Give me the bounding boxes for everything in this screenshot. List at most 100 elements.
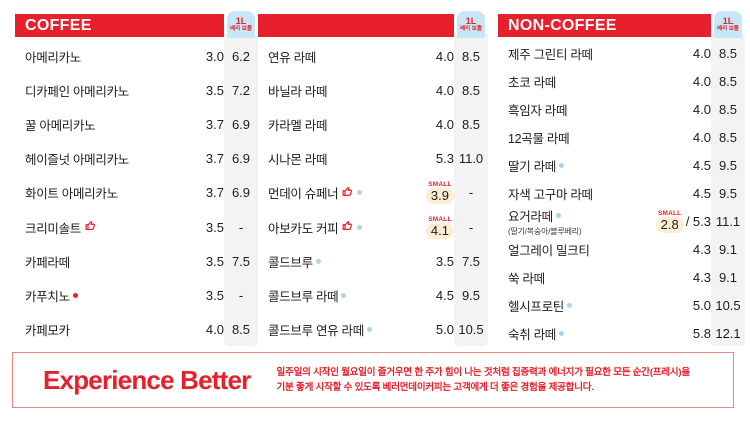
regular-price: 5.0 bbox=[692, 297, 711, 313]
menu-item-row: 딸기 라떼 4.5 9.5 bbox=[498, 151, 745, 179]
bottle-badge: 1L 베리 보틀 bbox=[227, 11, 255, 38]
menu-item-price: 5.3 bbox=[404, 151, 454, 166]
menu-item-price: 4.0 bbox=[661, 130, 711, 145]
blue-dot-icon bbox=[357, 224, 363, 230]
menu-item-name: 디카페인 아메리카노 bbox=[25, 84, 129, 99]
regular-price: 3.0 bbox=[205, 48, 224, 64]
menu-item-name: 헬시프로틴 bbox=[508, 299, 565, 314]
menu-item-name-block: 초코 라떼 bbox=[498, 72, 661, 91]
blue-dot-icon bbox=[341, 292, 347, 298]
regular-price: 3.7 bbox=[205, 151, 224, 167]
regular-price: 3.5 bbox=[205, 219, 224, 235]
bottle-price: 8.5 bbox=[231, 322, 251, 338]
bottle-price: - bbox=[238, 219, 244, 235]
regular-price: 4.0 bbox=[692, 129, 711, 145]
menu-item-price: 3.7 bbox=[174, 185, 224, 200]
menu-item-name-block: 연유 라떼 bbox=[258, 47, 404, 66]
menu-item-row: 카페모카 4.0 8.5 bbox=[15, 313, 258, 347]
regular-price: 4.0 bbox=[692, 73, 711, 89]
menu-item-row: 콜드브루 연유 라떼 5.0 10.5 bbox=[258, 313, 488, 347]
menu-item-name: 시나몬 라떼 bbox=[268, 153, 328, 168]
menu-item-name: 헤이즐넛 아메리카노 bbox=[25, 153, 129, 168]
menu-item-name: 콜드브루 연유 라떼 bbox=[268, 324, 364, 339]
bottle-badge-label: 베리 보틀 bbox=[230, 26, 252, 32]
menu-item-name: 딸기 라떼 bbox=[508, 159, 556, 174]
small-price-pill: 4.1 bbox=[425, 222, 454, 239]
menu-item-price: 4.0 bbox=[174, 322, 224, 337]
menu-item-price: 3.5 bbox=[174, 254, 224, 269]
bottle-price: 9.5 bbox=[461, 287, 481, 303]
menu-item-row: 바닐라 라떼 4.0 8.5 bbox=[258, 73, 488, 107]
bottle-badge-label: 베리 보틀 bbox=[460, 26, 482, 32]
regular-price: 3.5 bbox=[205, 253, 224, 269]
bottle-price: 11.0 bbox=[458, 151, 484, 167]
small-size-price: SMALL 2.8 bbox=[655, 210, 684, 233]
menu-item-name: 얼그레이 밀크티 bbox=[508, 243, 590, 258]
menu-item-name: 쑥 라떼 bbox=[508, 271, 545, 286]
blue-dot-icon bbox=[315, 258, 321, 264]
regular-price: 3.5 bbox=[205, 82, 224, 98]
blue-dot-icon bbox=[357, 190, 363, 196]
menu-item-name: 요거라떼 bbox=[508, 209, 553, 224]
menu-item-row: 꿀 아메리카노 3.7 6.9 bbox=[15, 107, 258, 141]
bottle-price: 9.1 bbox=[718, 241, 738, 257]
bottle-price: 6.9 bbox=[231, 116, 251, 132]
regular-price: 4.3 bbox=[692, 269, 711, 285]
menu-item-price: 4.5 bbox=[404, 288, 454, 303]
menu-item-price: SMALL 4.1 bbox=[404, 216, 454, 239]
menu-item-row: 초코 라떼 4.0 8.5 bbox=[498, 67, 745, 95]
regular-price: 3.7 bbox=[205, 116, 224, 132]
bottle-price: 8.5 bbox=[718, 101, 738, 117]
bottle-price: 6.9 bbox=[231, 185, 251, 201]
bottle-price-strip bbox=[454, 34, 488, 346]
menu-item-name-block: 시나몬 라떼 bbox=[258, 149, 404, 168]
small-price-pill: 3.9 bbox=[425, 188, 454, 205]
menu-item-row: 카페라떼 3.5 7.5 bbox=[15, 244, 258, 278]
small-size-label: SMALL bbox=[428, 215, 452, 223]
coffee-section-header: COFFEE bbox=[15, 14, 224, 37]
menu-item-row: 12곡물 라떼 4.0 8.5 bbox=[498, 123, 745, 151]
menu-item-name-block: 카페라떼 bbox=[15, 252, 174, 271]
non-coffee-section-header: NON-COFFEE bbox=[498, 14, 711, 37]
menu-item-row: 크리미솔트 3.5- bbox=[15, 210, 258, 244]
footer-description: 일주일의 시작인 월요일이 즐거우면 한 주가 힘이 나는 것처럼 집중력과 에… bbox=[277, 365, 691, 395]
menu-item-name-block: 카푸치노 bbox=[15, 286, 174, 305]
bottle-price: 10.5 bbox=[715, 297, 741, 313]
menu-item-name: 카푸치노 bbox=[25, 289, 70, 304]
menu-item-row: 연유 라떼 4.0 8.5 bbox=[258, 39, 488, 73]
thumbs-up-icon bbox=[85, 218, 97, 236]
menu-item-name: 숙취 라떼 bbox=[508, 327, 556, 342]
blue-dot-icon bbox=[558, 330, 564, 336]
regular-price: 4.0 bbox=[435, 116, 454, 132]
coffee-section-header-2 bbox=[258, 14, 454, 37]
menu-item-name-block: 디카페인 아메리카노 bbox=[15, 81, 174, 100]
menu-item-name-block: 먼데이 슈페너 bbox=[258, 183, 404, 202]
menu-item-name-block: 콜드브루 연유 라떼 bbox=[258, 320, 404, 339]
menu-item-row: 헬시프로틴 5.0 10.5 bbox=[498, 291, 745, 319]
menu-item-row: 디카페인 아메리카노 3.5 7.2 bbox=[15, 73, 258, 107]
regular-price: 4.0 bbox=[692, 45, 711, 61]
regular-price: 4.5 bbox=[435, 287, 454, 303]
menu-item-row: 콜드브루 3.5 7.5 bbox=[258, 244, 488, 278]
section-title: COFFEE bbox=[25, 17, 92, 34]
menu-item-row: 제주 그린티 라떼 4.0 8.5 bbox=[498, 39, 745, 67]
menu-item-name-block: 아보카도 커피 bbox=[258, 218, 404, 237]
bottle-price: 9.5 bbox=[718, 185, 738, 201]
menu-item-price: 3.5 bbox=[174, 288, 224, 303]
menu-item-name: 12곡물 라떼 bbox=[508, 131, 570, 146]
menu-item-name: 크리미솔트 bbox=[25, 221, 82, 236]
regular-price: 4.3 bbox=[692, 241, 711, 257]
bottle-badge-size: 1L bbox=[235, 16, 247, 26]
small-size-price: SMALL 4.1 bbox=[425, 215, 454, 239]
bottle-price: 8.5 bbox=[718, 73, 738, 89]
bottle-badge-size: 1L bbox=[465, 16, 477, 26]
small-size-label: SMALL bbox=[428, 181, 452, 189]
regular-price: 4.0 bbox=[205, 322, 224, 338]
coffee-item-list-2: 연유 라떼 4.0 8.5 바닐라 라떼 4.0 8.5 카라멜 라떼 4.0 8.5 시나몬 라… bbox=[258, 39, 488, 347]
section-title: NON-COFFEE bbox=[508, 17, 617, 34]
menu-item-name-block: 꿀 아메리카노 bbox=[15, 115, 174, 134]
menu-item-name: 화이트 아메리카노 bbox=[25, 187, 118, 202]
menu-item-row: 아메리카노 3.0 6.2 bbox=[15, 39, 258, 73]
menu-item-price: 5.0 bbox=[661, 298, 711, 313]
menu-item-price: 3.5 bbox=[174, 83, 224, 98]
